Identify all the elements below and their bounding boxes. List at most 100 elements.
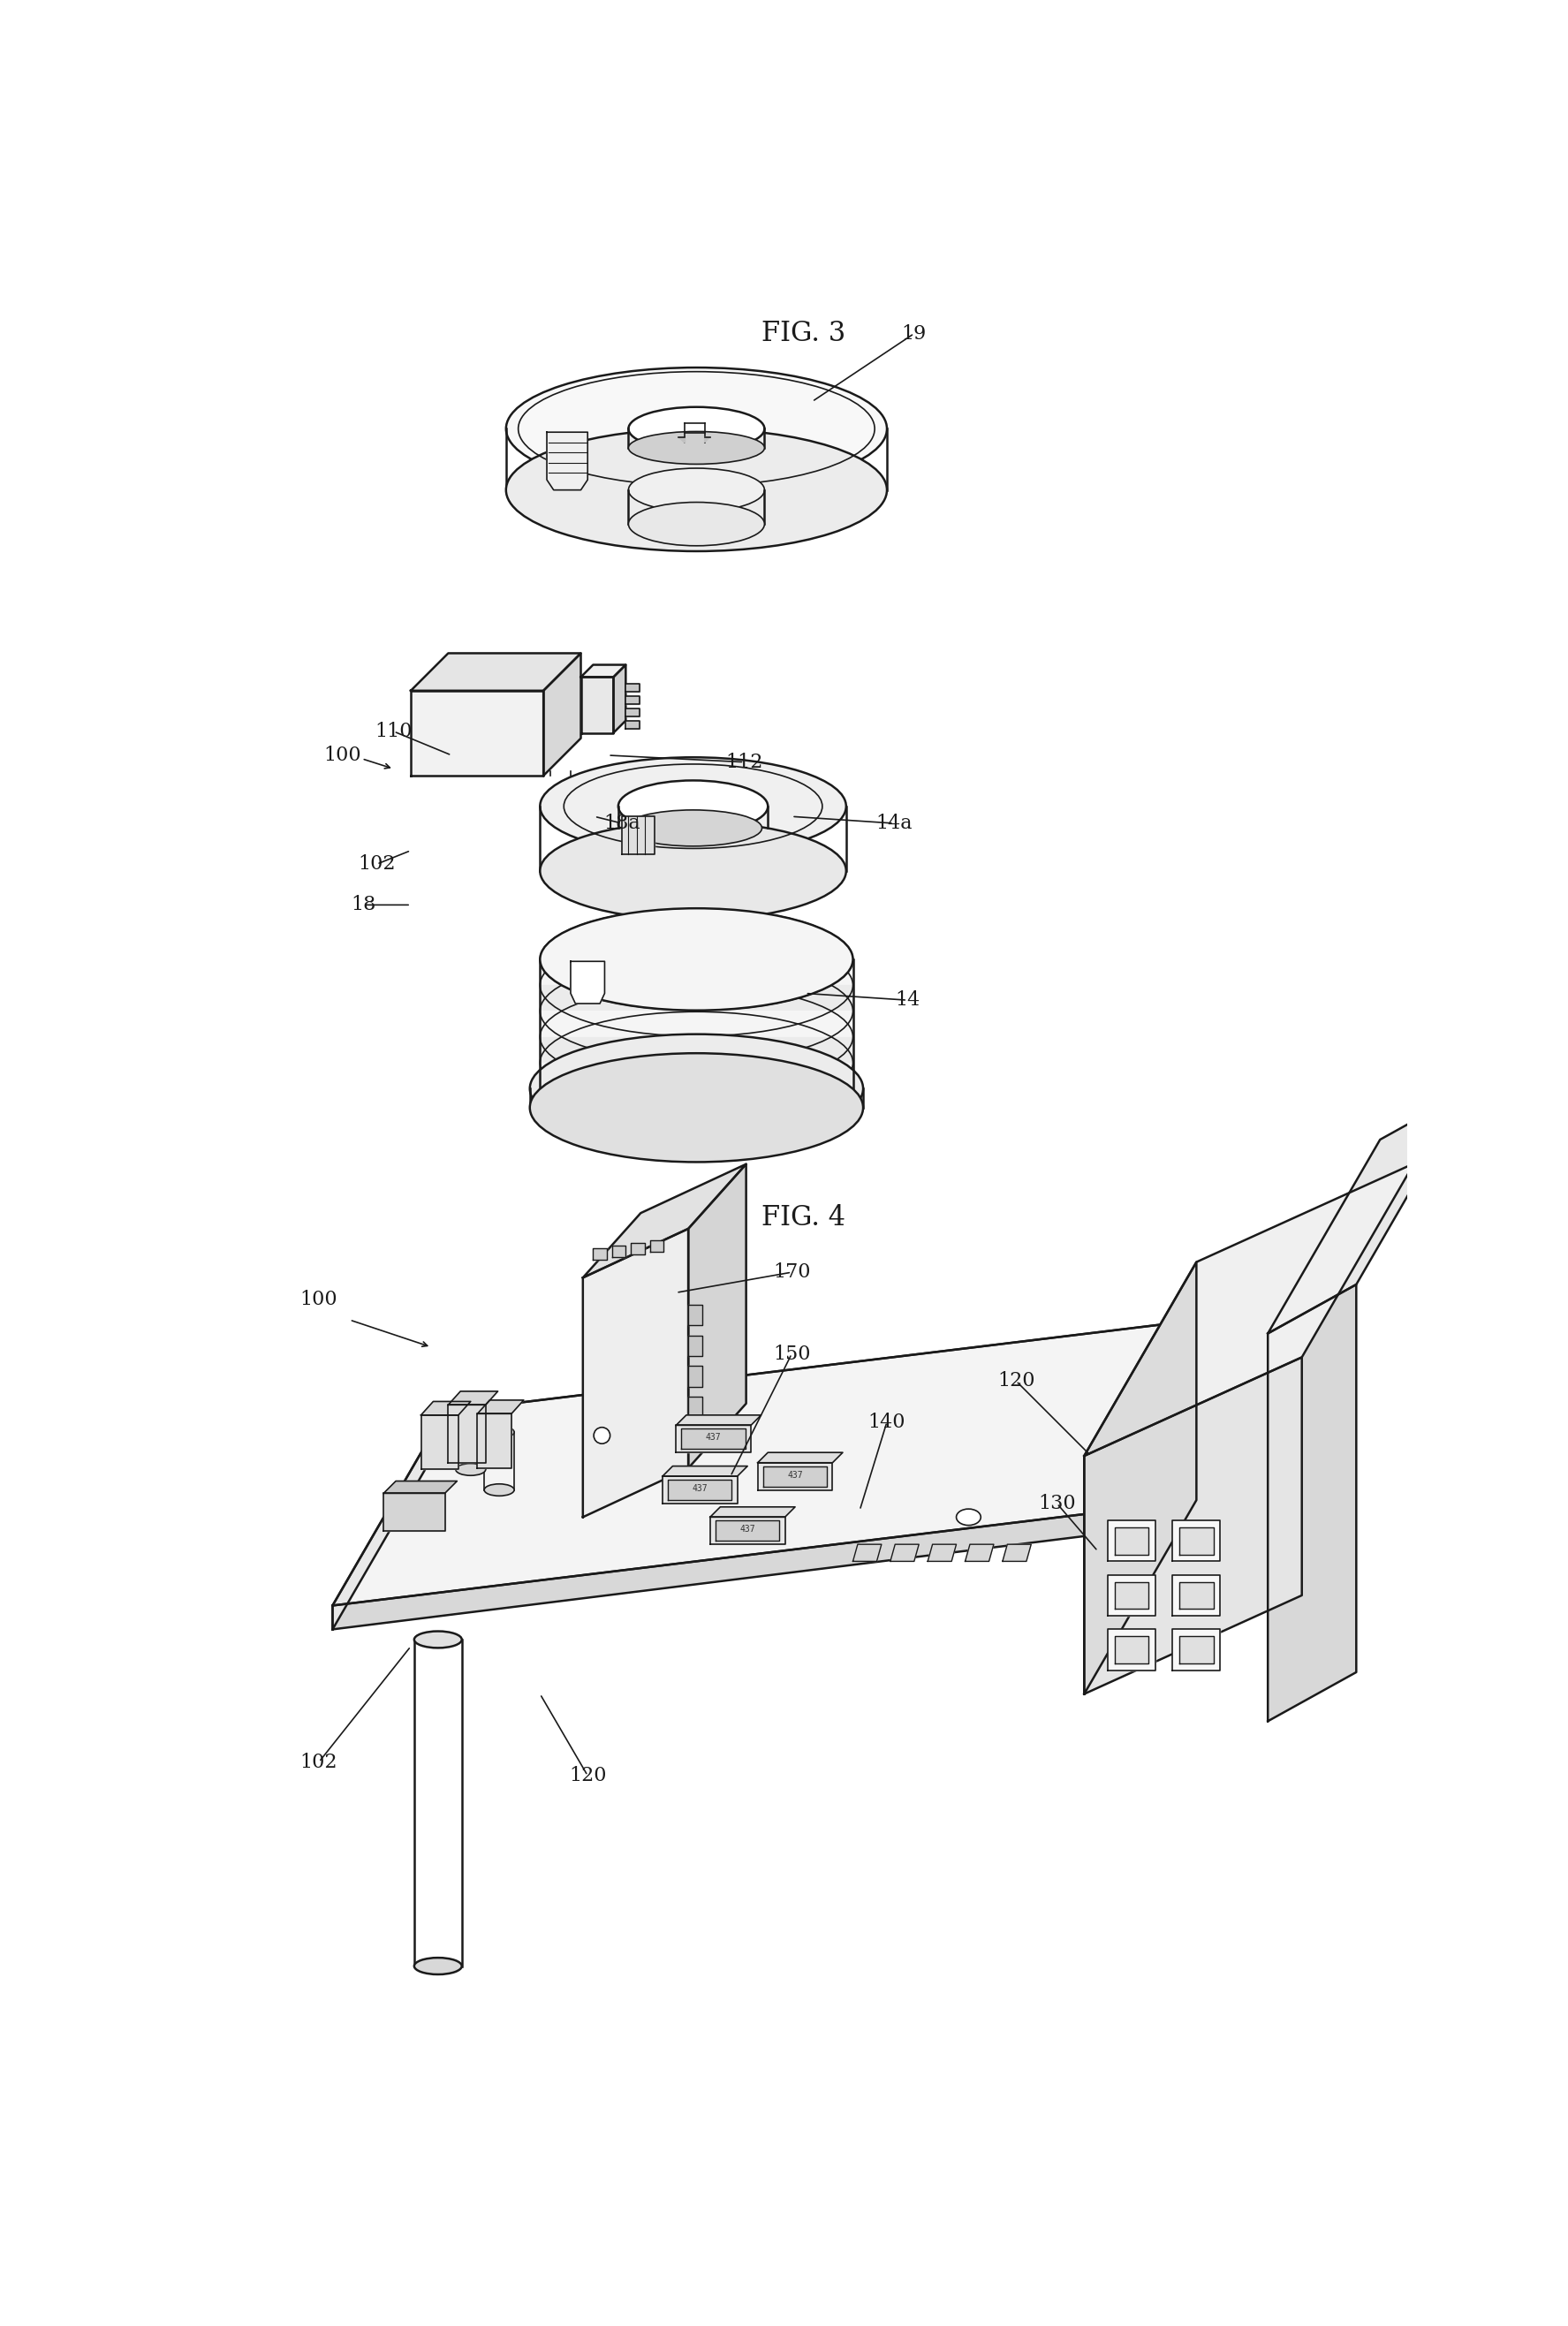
Polygon shape: [757, 1451, 842, 1463]
Polygon shape: [1173, 1575, 1220, 1617]
Polygon shape: [1173, 1521, 1220, 1561]
Polygon shape: [704, 437, 710, 442]
Text: 14: 14: [895, 991, 920, 1009]
Text: 19: 19: [902, 323, 927, 344]
Text: 102: 102: [299, 1751, 337, 1772]
Polygon shape: [1173, 1628, 1220, 1670]
Polygon shape: [662, 1477, 737, 1503]
Text: 14a: 14a: [875, 814, 913, 833]
Polygon shape: [688, 1335, 702, 1356]
Text: 100: 100: [325, 747, 362, 765]
Ellipse shape: [629, 433, 765, 465]
Ellipse shape: [414, 1631, 463, 1647]
Polygon shape: [621, 816, 654, 854]
Polygon shape: [420, 1403, 470, 1414]
Polygon shape: [580, 665, 626, 677]
Polygon shape: [539, 1037, 853, 1063]
Text: 100: 100: [299, 1289, 337, 1310]
Polygon shape: [1002, 1544, 1032, 1561]
Polygon shape: [1109, 1628, 1156, 1670]
Polygon shape: [583, 1228, 688, 1517]
Polygon shape: [384, 1482, 456, 1493]
Polygon shape: [668, 1479, 732, 1500]
Polygon shape: [613, 665, 626, 733]
Ellipse shape: [485, 1426, 514, 1437]
Polygon shape: [1179, 1635, 1214, 1663]
Polygon shape: [651, 1240, 663, 1251]
Polygon shape: [688, 1305, 702, 1326]
Polygon shape: [539, 958, 853, 986]
Polygon shape: [547, 433, 588, 491]
Ellipse shape: [594, 1428, 610, 1444]
Text: 437: 437: [691, 1484, 707, 1493]
Polygon shape: [580, 677, 613, 733]
Polygon shape: [420, 1414, 458, 1470]
Text: 130: 130: [1038, 1493, 1076, 1514]
Polygon shape: [764, 1465, 826, 1486]
Polygon shape: [448, 1391, 499, 1405]
Text: FIG. 4: FIG. 4: [762, 1205, 845, 1230]
Polygon shape: [1179, 1528, 1214, 1554]
Polygon shape: [710, 1507, 795, 1517]
Text: 18a: 18a: [604, 814, 640, 833]
Polygon shape: [1083, 1163, 1414, 1456]
Polygon shape: [411, 691, 544, 775]
Ellipse shape: [629, 407, 765, 451]
Polygon shape: [757, 1463, 833, 1491]
Polygon shape: [544, 654, 580, 775]
Text: 102: 102: [358, 854, 395, 875]
Text: 437: 437: [740, 1526, 756, 1533]
Polygon shape: [632, 1242, 644, 1254]
Polygon shape: [332, 1412, 445, 1628]
Ellipse shape: [530, 1054, 862, 1163]
Text: 120: 120: [997, 1372, 1035, 1391]
Text: 150: 150: [773, 1344, 811, 1363]
Polygon shape: [891, 1544, 919, 1561]
Text: 112: 112: [726, 751, 762, 772]
Polygon shape: [477, 1414, 511, 1468]
Polygon shape: [688, 1396, 702, 1417]
Ellipse shape: [456, 1405, 486, 1417]
Polygon shape: [626, 721, 640, 728]
Polygon shape: [612, 1247, 626, 1258]
Polygon shape: [1083, 1263, 1196, 1693]
Polygon shape: [571, 961, 605, 1003]
Ellipse shape: [506, 428, 887, 551]
Polygon shape: [411, 654, 580, 691]
Polygon shape: [688, 1428, 702, 1447]
Polygon shape: [1115, 1635, 1149, 1663]
Text: 110: 110: [375, 721, 412, 742]
Ellipse shape: [539, 909, 853, 1009]
Polygon shape: [1083, 1358, 1301, 1693]
Ellipse shape: [530, 1035, 862, 1142]
Polygon shape: [1109, 1521, 1156, 1561]
Polygon shape: [626, 695, 640, 705]
Polygon shape: [679, 437, 684, 442]
Ellipse shape: [629, 468, 765, 512]
Text: 170: 170: [773, 1263, 811, 1282]
Text: 140: 140: [869, 1412, 906, 1430]
Polygon shape: [676, 1414, 760, 1426]
Polygon shape: [1109, 1575, 1156, 1617]
Polygon shape: [662, 1465, 748, 1477]
Text: FIG. 3: FIG. 3: [760, 321, 845, 347]
Ellipse shape: [414, 1958, 463, 1975]
Text: 437: 437: [787, 1470, 803, 1479]
Polygon shape: [966, 1544, 994, 1561]
Polygon shape: [593, 1249, 607, 1261]
Polygon shape: [715, 1521, 779, 1540]
Polygon shape: [626, 684, 640, 693]
Polygon shape: [539, 986, 853, 1012]
Polygon shape: [853, 1544, 881, 1561]
Polygon shape: [928, 1544, 956, 1561]
Polygon shape: [710, 1517, 786, 1544]
Polygon shape: [384, 1493, 445, 1531]
Ellipse shape: [456, 1463, 486, 1475]
Polygon shape: [1269, 1284, 1356, 1721]
Text: 437: 437: [706, 1433, 721, 1442]
Ellipse shape: [539, 821, 847, 919]
Ellipse shape: [485, 1484, 514, 1496]
Polygon shape: [539, 1063, 853, 1089]
Polygon shape: [626, 709, 640, 716]
Polygon shape: [1269, 1091, 1469, 1333]
